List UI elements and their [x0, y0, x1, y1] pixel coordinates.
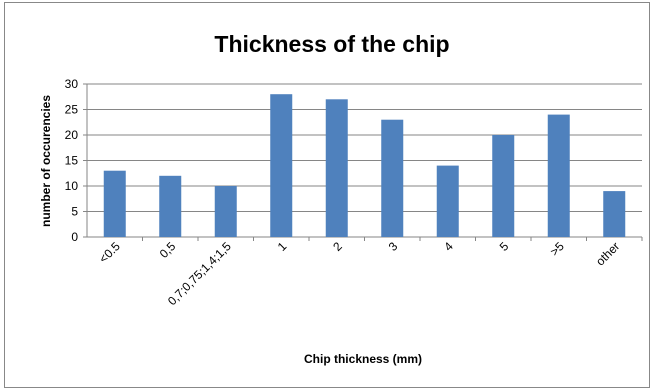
y-tick-label: 25 — [65, 103, 79, 117]
x-tick-label: 1 — [275, 239, 290, 254]
bar — [547, 114, 570, 237]
x-tick-label: 2 — [330, 239, 345, 254]
x-tick-label: 5 — [497, 239, 512, 254]
bar — [325, 99, 348, 237]
bar — [103, 170, 126, 237]
bar — [270, 94, 293, 237]
bars — [103, 94, 626, 237]
x-tick-labels: <0.5 0,50,7;0,75;1,4;1,5 1 2 3 4 5 >5 other — [96, 237, 643, 308]
bar — [492, 135, 515, 237]
y-tick-label: 5 — [71, 205, 78, 219]
y-tick-label: 0 — [71, 230, 78, 244]
bar — [436, 165, 459, 237]
x-tick-label: >5 — [547, 239, 567, 259]
y-tick-label: 30 — [65, 77, 79, 91]
y-tick-label: 20 — [65, 128, 79, 142]
x-tick-label: 4 — [441, 239, 456, 254]
chart-title: Thickness of the chip — [214, 31, 449, 57]
x-axis-title: Chip thickness (mm) — [304, 352, 422, 366]
x-tick-label: 0,5 — [157, 239, 179, 261]
bar — [159, 175, 182, 237]
bar — [603, 191, 626, 237]
y-axis-title: number of occurencies — [39, 95, 53, 227]
x-tick-label: 3 — [386, 239, 401, 254]
x-tick-label: <0.5 — [96, 239, 123, 266]
y-tick-label: 10 — [65, 179, 79, 193]
bar — [381, 119, 404, 237]
x-tick-label: other — [593, 239, 622, 268]
y-tick-label: 15 — [65, 154, 79, 168]
y-tick-labels: 0 5 10 15 20 25 30 — [65, 77, 87, 244]
bar — [214, 186, 237, 237]
